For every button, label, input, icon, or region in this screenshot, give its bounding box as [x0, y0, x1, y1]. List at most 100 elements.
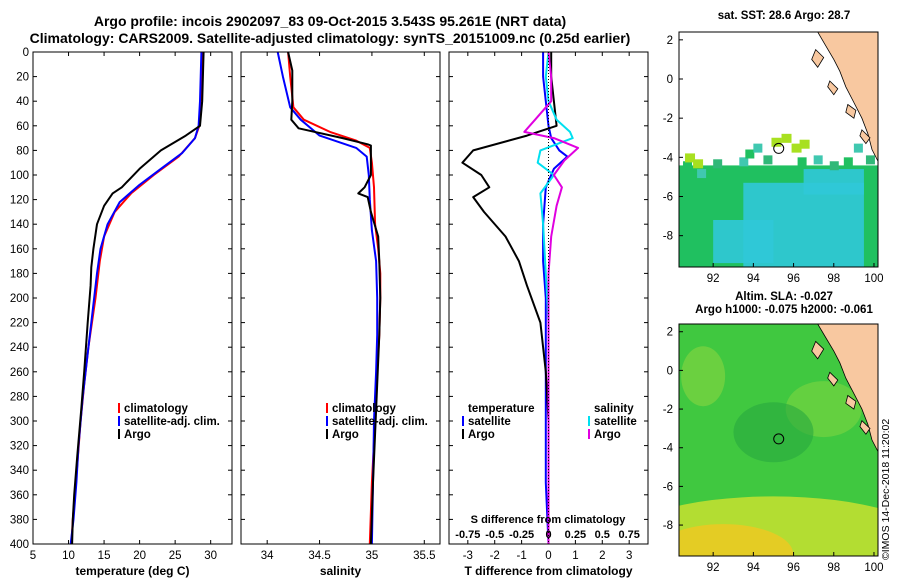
salinity-legend-label: Argo	[332, 429, 359, 441]
map-x-tick-label: 94	[747, 562, 760, 574]
series-line-satellite-adj-clim-	[276, 51, 379, 545]
y-tick-label: 280	[10, 391, 29, 403]
map-frame	[678, 323, 879, 557]
map-x-tick-label: 100	[864, 273, 883, 285]
sumatra-land	[817, 324, 878, 452]
y-tick-label: 0	[23, 47, 29, 59]
sst-cell	[853, 143, 863, 153]
sst-cool-patch	[713, 220, 774, 264]
secondary-x-tick-label: 0.25	[565, 529, 586, 541]
chart-panel-difference: -3 -2 -1 0 1 2 3 T difference from climatology	[448, 51, 649, 578]
y-tick-label: 140	[10, 219, 29, 231]
figure-title-line1: Argo profile: incois 2902097_83 09-Oct-2…	[93, 13, 567, 29]
island	[827, 371, 839, 387]
x-tick-label: 25	[169, 550, 182, 562]
diff-legend-salinity-title: salinity	[594, 403, 634, 415]
sst-cell	[745, 149, 755, 159]
sst-warm-cell	[771, 137, 782, 147]
island	[811, 340, 825, 360]
argo-location-marker	[773, 142, 785, 154]
y-tick-label: 100	[10, 170, 29, 182]
secondary-x-axis-label: S difference from climatology	[471, 514, 627, 526]
x-tick-label: 15	[98, 550, 111, 562]
sst-warm-cell	[791, 143, 802, 153]
map-frame	[678, 31, 879, 268]
sst-map-title: sat. SST: 28.6 Argo: 28.7	[717, 10, 851, 22]
y-tick-label: 120	[10, 195, 29, 207]
sst-cell	[763, 155, 773, 165]
secondary-x-tick-label: 0.5	[595, 529, 610, 541]
series-line-temperature-argo	[461, 52, 558, 544]
secondary-x-tick-label: -0.25	[509, 529, 534, 541]
map-x-tick-label: 96	[787, 273, 800, 285]
map-x-tick-label: 94	[747, 273, 760, 285]
map-y-tick-label: -2	[663, 113, 673, 125]
y-tick-label: 220	[10, 318, 29, 330]
x-axis-label: temperature (deg C)	[75, 564, 189, 578]
sst-cool-patch	[803, 169, 864, 195]
sst-cell	[697, 169, 707, 179]
y-tick-label: 20	[16, 72, 29, 84]
sla-map-content	[679, 324, 878, 556]
sla-map-title-line2: Argo h1000: -0.075 h2000: -0.061	[695, 304, 873, 316]
map-y-tick-label: -2	[663, 404, 673, 416]
y-tick-label: 40	[16, 96, 29, 108]
sla-high-patch	[681, 346, 726, 407]
map-y-tick-label: -6	[663, 481, 673, 493]
x-tick-label: 35.5	[413, 550, 435, 562]
chart-panel-temperature: 0 20 40 60 80 100 120 140 160 180 200 220 240 260 280 3…	[10, 47, 233, 578]
x-tick-label: 34	[261, 550, 274, 562]
map-y-tick-label: -4	[663, 152, 674, 164]
map-y-tick-label: 2	[667, 35, 673, 47]
map-y-tick-label: -8	[663, 231, 673, 243]
map-x-tick-label: 92	[707, 273, 720, 285]
series-line-salinity-argo	[523, 51, 580, 544]
axis-frame	[240, 51, 441, 545]
y-tick-label: 400	[10, 539, 29, 551]
sst-cell	[865, 155, 875, 165]
sst-cell	[797, 157, 807, 167]
island	[845, 103, 857, 119]
x-tick-label: 1	[572, 550, 578, 562]
chart-panel-salinity: 34 34.5 35 35.5 salinity	[240, 51, 441, 578]
island	[811, 48, 825, 69]
island	[859, 129, 871, 145]
temperature-legend-label: Argo	[124, 429, 151, 441]
y-tick-label: 360	[10, 490, 29, 502]
sumatra-land	[817, 32, 878, 162]
series-line-argo	[71, 51, 205, 545]
island	[859, 419, 871, 435]
salinity-legend-label: climatology	[332, 403, 397, 415]
y-tick-label: 200	[10, 293, 29, 305]
y-tick-label: 260	[10, 367, 29, 379]
map-y-tick-label: -8	[663, 520, 673, 532]
diff-legend-temperature-title: temperature	[468, 403, 534, 415]
diff-legend-salinity-satellite: satellite	[594, 416, 637, 428]
island	[845, 394, 857, 410]
sla-map: 92 94 96 98 100 2 0 -2 -4 -6 -8	[663, 323, 884, 574]
sst-warm-cell	[685, 153, 696, 163]
x-tick-label: -2	[490, 550, 500, 562]
map-x-tick-label: 98	[827, 273, 840, 285]
sst-map-content	[679, 32, 878, 267]
axis-frame	[448, 51, 649, 545]
diff-legend-temperature-satellite: satellite	[468, 416, 511, 428]
x-tick-label: 20	[133, 550, 146, 562]
sst-cell	[683, 161, 693, 171]
sst-warm-cell	[693, 159, 704, 169]
secondary-x-tick-label: -0.75	[455, 529, 480, 541]
map-y-tick-label: 2	[667, 327, 673, 339]
sst-cell	[829, 161, 839, 171]
map-y-tick-label: 0	[667, 74, 673, 86]
figure-title-line2: Climatology: CARS2009. Satellite-adjuste…	[29, 30, 631, 46]
x-tick-label: 0	[545, 550, 551, 562]
y-tick-label: 180	[10, 268, 29, 280]
x-tick-label: 3	[626, 550, 632, 562]
sst-cell	[739, 157, 749, 167]
sst-cell	[813, 155, 823, 165]
x-tick-label: 34.5	[308, 550, 330, 562]
x-tick-label: 30	[204, 550, 217, 562]
x-tick-label: -1	[516, 550, 526, 562]
argo-location-marker	[773, 433, 785, 445]
